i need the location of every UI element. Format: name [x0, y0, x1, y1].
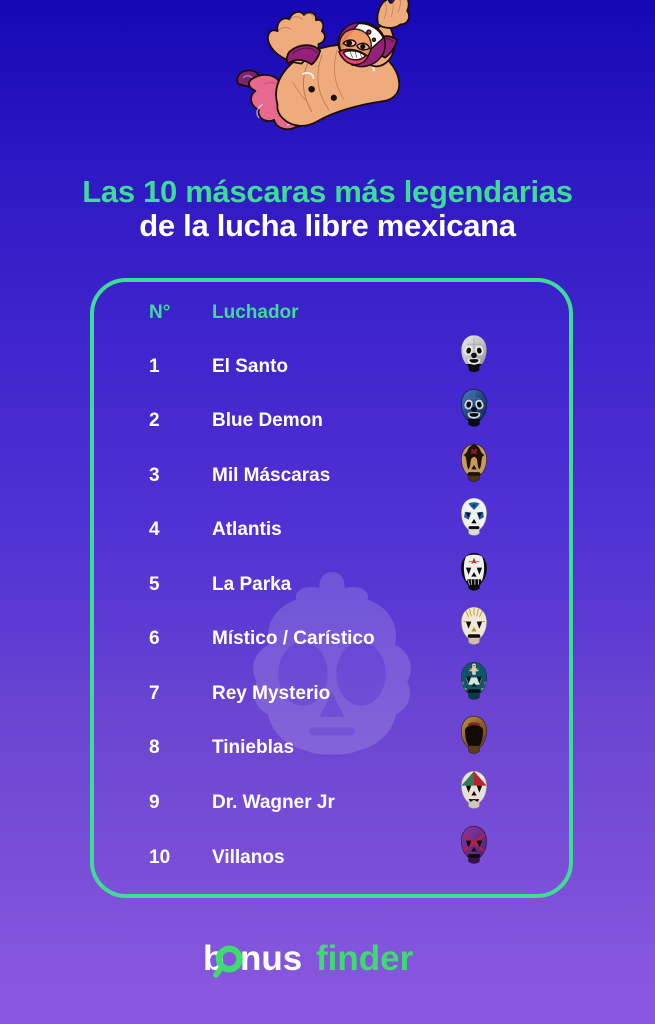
svg-text:nus: nus — [240, 939, 302, 978]
svg-text:finder: finder — [316, 939, 414, 978]
svg-text:M: M — [471, 447, 477, 456]
